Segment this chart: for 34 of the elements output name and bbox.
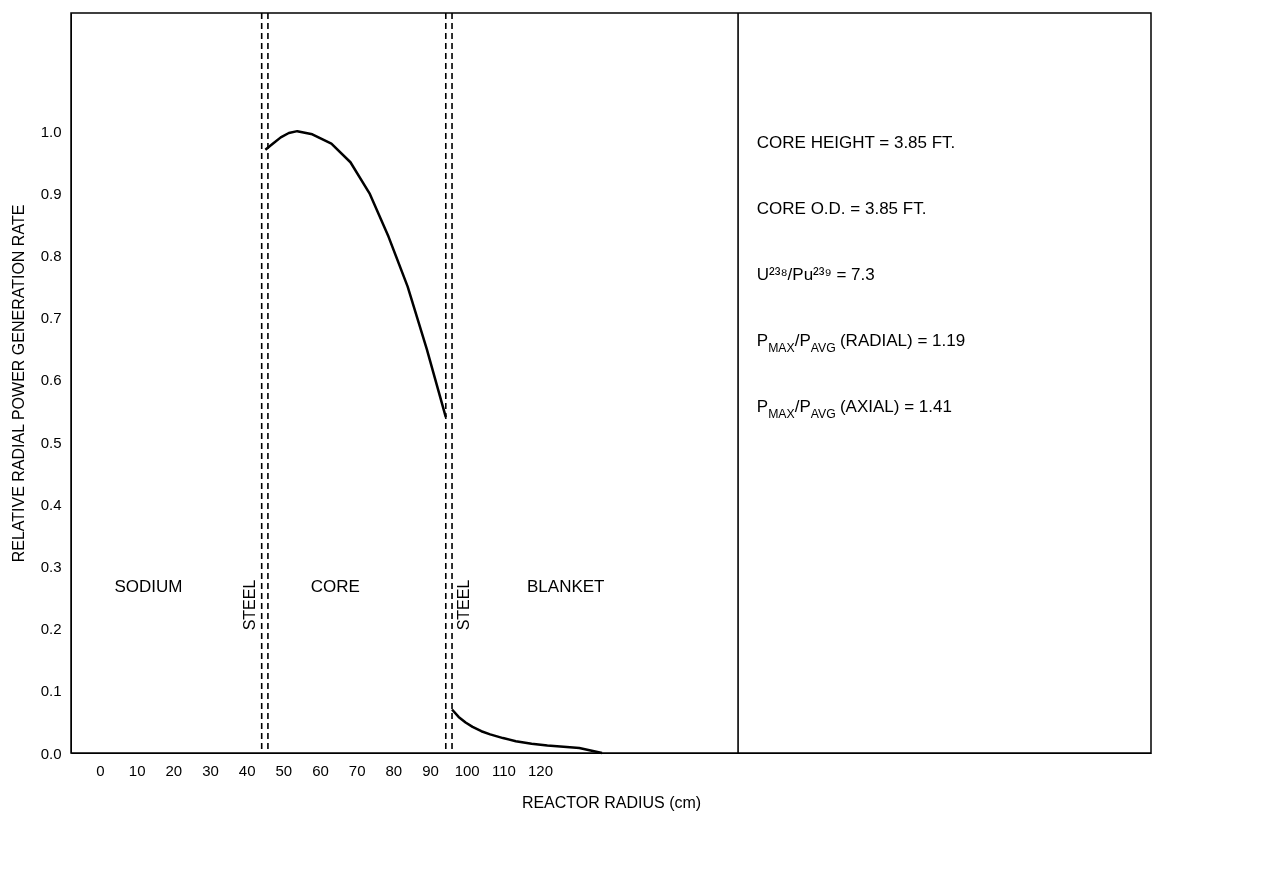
x-tick-label: 100 — [454, 761, 480, 779]
x-tick-label: 50 — [275, 761, 293, 779]
y-tick-label: 0.7 — [40, 309, 62, 327]
x-tick-label: 120 — [528, 761, 554, 779]
y-tick-label: 0.2 — [40, 620, 62, 638]
y-tick-label: 0.9 — [40, 184, 62, 202]
annotation: CORE — [310, 576, 360, 596]
x-tick-label: 20 — [165, 761, 183, 779]
annotation: CORE HEIGHT = 3.85 FT. — [756, 133, 956, 152]
ref-line-label: STEEL — [240, 579, 258, 631]
y-tick-label: 0.0 — [40, 744, 62, 762]
x-tick-label: 0 — [96, 761, 105, 779]
ref-line-label: STEEL — [455, 579, 473, 631]
y-tick-label: 0.4 — [40, 495, 62, 513]
x-axis-title: REACTOR RADIUS (cm) — [521, 793, 702, 811]
x-tick-label: 90 — [422, 761, 439, 779]
y-tick-label: 1.0 — [40, 122, 62, 140]
x-tick-label: 60 — [312, 761, 329, 779]
y-tick-label: 0.6 — [40, 371, 62, 389]
annotation: SODIUM — [114, 576, 183, 596]
x-tick-label: 10 — [128, 761, 146, 779]
y-tick-label: 0.3 — [40, 557, 62, 575]
y-axis-title: RELATIVE RADIAL POWER GENERATION RATE — [9, 204, 27, 563]
annotation: CORE O.D. = 3.85 FT. — [756, 199, 927, 218]
annotation: BLANKET — [527, 576, 605, 596]
x-tick-label: 110 — [491, 761, 516, 779]
x-tick-label: 70 — [348, 761, 366, 779]
y-tick-label: 0.5 — [40, 433, 62, 451]
x-tick-label: 40 — [238, 761, 256, 779]
x-tick-label: 30 — [202, 761, 219, 779]
annotation: U²³⁸/Pu²³⁹ = 7.3 — [756, 265, 875, 284]
x-tick-label: 80 — [385, 761, 403, 779]
y-tick-label: 0.8 — [40, 247, 62, 265]
y-tick-label: 0.1 — [40, 682, 62, 700]
